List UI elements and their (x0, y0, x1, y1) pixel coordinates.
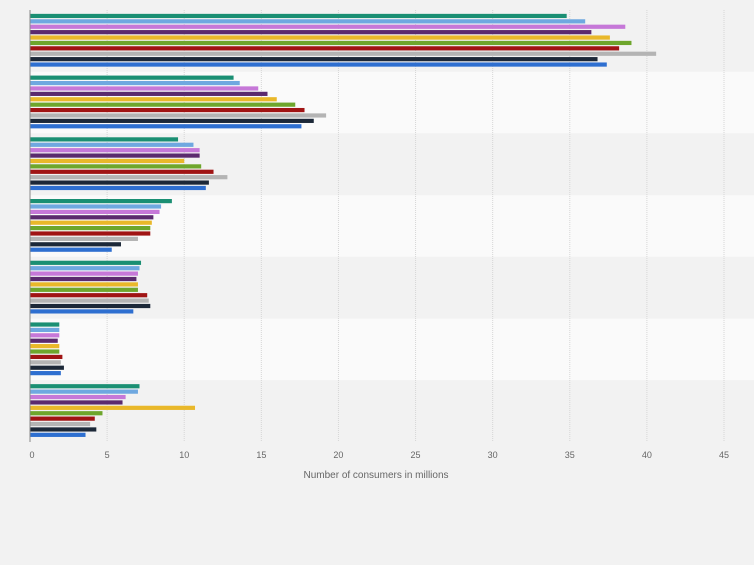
x-axis-title: Number of consumers in millions (303, 470, 448, 481)
category-bands (30, 10, 754, 442)
bar (30, 102, 296, 107)
bar (30, 80, 240, 86)
x-tick-label: 20 (333, 450, 343, 460)
bar (30, 164, 202, 169)
bar (30, 421, 91, 427)
bar (30, 287, 138, 292)
bar (30, 427, 97, 432)
bar (30, 365, 64, 370)
bar (30, 371, 61, 376)
bar (30, 298, 149, 303)
bar (30, 260, 142, 265)
bar (30, 40, 632, 46)
x-tick-label: 40 (642, 450, 652, 460)
bar (30, 322, 60, 327)
x-tick-label: 5 (105, 450, 110, 460)
bar (30, 394, 126, 400)
bar (30, 30, 592, 35)
bar (30, 276, 137, 282)
bar (30, 327, 60, 333)
bar (30, 338, 58, 343)
bar (30, 309, 134, 314)
bar (30, 226, 151, 231)
bar (30, 148, 200, 153)
x-tick-label: 10 (179, 450, 189, 460)
bar (30, 185, 206, 191)
bar (30, 360, 61, 365)
bar (30, 46, 620, 51)
category-band (30, 256, 754, 319)
bar (30, 405, 196, 410)
bar (30, 266, 140, 271)
bar (30, 169, 214, 174)
x-tick-label: 45 (719, 450, 729, 460)
bar (30, 24, 626, 29)
x-tick-label: 30 (488, 450, 498, 460)
bar (30, 282, 138, 287)
bar (30, 137, 179, 142)
bar (30, 180, 209, 185)
bar (30, 51, 657, 56)
bar (30, 416, 95, 421)
x-tick-label: 0 (29, 450, 34, 460)
bar (30, 411, 103, 416)
bar (30, 118, 314, 123)
bar (30, 124, 302, 129)
bar (30, 142, 194, 147)
bar (30, 215, 154, 220)
bar (30, 91, 268, 96)
bar (30, 247, 112, 252)
bar (30, 97, 277, 102)
x-tick-label: 25 (411, 450, 421, 460)
bar (30, 86, 259, 91)
bar (30, 271, 138, 276)
bar (30, 13, 567, 19)
bar (30, 204, 162, 209)
bar (30, 432, 86, 437)
bar (30, 220, 152, 225)
x-tick-label: 15 (256, 450, 266, 460)
bar (30, 153, 200, 158)
bar (30, 175, 228, 180)
bar (30, 199, 172, 204)
bar (30, 389, 138, 394)
bar (30, 35, 610, 40)
bar (30, 231, 151, 236)
bar (30, 209, 160, 214)
bar (30, 354, 63, 360)
bar (30, 349, 60, 354)
bar (30, 303, 151, 309)
bar (30, 344, 60, 349)
bar (30, 113, 327, 118)
bar (30, 75, 234, 80)
bar (30, 242, 121, 247)
bar (30, 236, 138, 241)
x-tick-label: 35 (565, 450, 575, 460)
bar (30, 333, 60, 338)
bar (30, 62, 607, 67)
bar (30, 293, 148, 298)
bar (30, 158, 185, 164)
category-band (30, 318, 754, 381)
bars (30, 13, 657, 437)
axes: 0 5 10 15 20 25 30 35 40 45 (29, 10, 729, 460)
bar (30, 19, 586, 24)
bar (30, 400, 123, 405)
bar (30, 384, 140, 389)
bar (30, 57, 598, 62)
bar (30, 107, 305, 113)
category-band (30, 380, 754, 442)
